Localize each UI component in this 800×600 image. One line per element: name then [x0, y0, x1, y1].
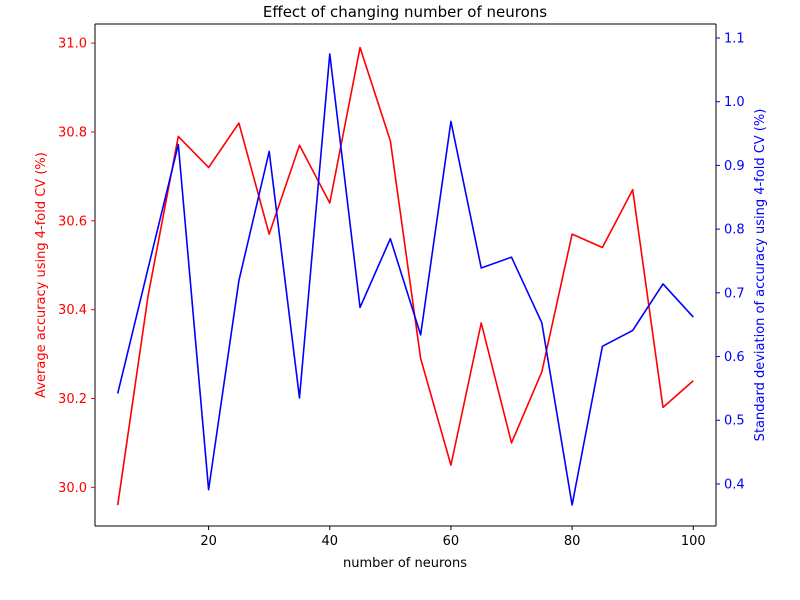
- y-right-tick-label: 0.5: [724, 414, 745, 429]
- x-axis-label: number of neurons: [343, 556, 467, 571]
- y-right-axis-label: Standard deviation of accuracy using 4-f…: [753, 109, 768, 442]
- x-tick-label: 100: [681, 534, 706, 549]
- y-right-axis-ticks: 0.4 0.5 0.6 0.7 0.8 0.9 1.0 1.1: [716, 32, 745, 492]
- x-tick-label: 40: [321, 534, 338, 549]
- y-left-axis-label: Average accuracy using 4-fold CV (%): [34, 152, 49, 398]
- y-left-tick-label: 30.2: [58, 392, 87, 407]
- y-right-tick-label: 0.4: [724, 477, 745, 492]
- y-left-tick-label: 30.8: [58, 125, 87, 140]
- x-tick-label: 20: [200, 534, 217, 549]
- x-axis-ticks: 20 40 60 80 100: [200, 526, 706, 549]
- y-left-tick-label: 30.0: [58, 481, 87, 496]
- y-left-tick-label: 31.0: [58, 37, 87, 52]
- y-right-tick-label: 0.8: [724, 223, 745, 238]
- axes-frame: [94, 23, 717, 527]
- y-right-tick-label: 1.0: [724, 95, 745, 110]
- series-lines: [116, 46, 694, 506]
- x-tick-label: 80: [564, 534, 581, 549]
- y-right-tick-label: 0.9: [724, 159, 745, 174]
- y-left-tick-label: 30.4: [58, 303, 87, 318]
- chart-title: Effect of changing number of neurons: [263, 3, 547, 21]
- series-line-left: [116, 46, 694, 506]
- series-line-right: [116, 53, 694, 506]
- y-left-tick-label: 30.6: [58, 214, 87, 229]
- plot-area: [95, 24, 716, 526]
- y-right-tick-label: 0.7: [724, 286, 745, 301]
- y-left-axis-ticks: 30.0 30.2 30.4 30.6 30.8 31.0: [58, 37, 95, 496]
- y-right-tick-label: 1.1: [724, 32, 745, 47]
- y-right-tick-label: 0.6: [724, 350, 745, 365]
- x-tick-label: 60: [443, 534, 460, 549]
